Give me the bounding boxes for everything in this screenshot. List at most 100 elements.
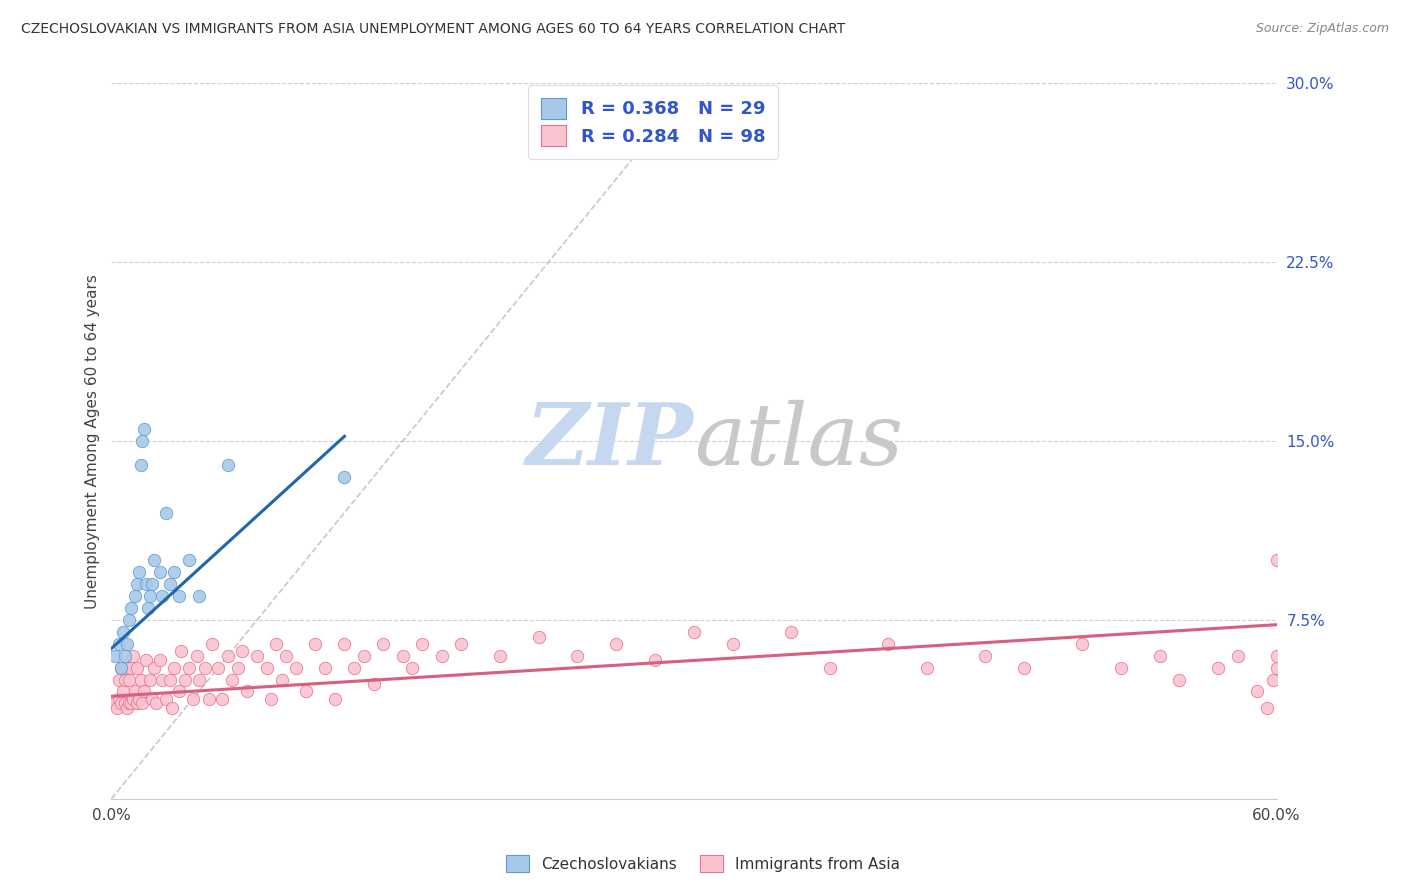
Point xyxy=(1012,660,1035,674)
Point xyxy=(104,697,127,711)
Point xyxy=(159,673,181,687)
Legend: Czechoslovakians, Immigrants from Asia: Czechoslovakians, Immigrants from Asia xyxy=(498,847,908,880)
Point xyxy=(1256,701,1278,715)
Point xyxy=(1265,660,1288,674)
Point xyxy=(120,601,142,615)
Point xyxy=(118,613,141,627)
Point xyxy=(177,660,200,674)
Point xyxy=(683,624,706,639)
Point xyxy=(246,648,269,663)
Point xyxy=(121,691,143,706)
Point xyxy=(143,660,166,674)
Point xyxy=(118,673,141,687)
Point xyxy=(124,684,146,698)
Point xyxy=(363,677,385,691)
Point xyxy=(131,434,153,449)
Point xyxy=(915,660,938,674)
Point xyxy=(162,566,184,580)
Point xyxy=(201,637,224,651)
Point xyxy=(221,673,243,687)
Point xyxy=(108,673,131,687)
Point xyxy=(129,673,152,687)
Point xyxy=(271,673,294,687)
Point xyxy=(110,660,132,674)
Point xyxy=(174,673,197,687)
Point xyxy=(343,660,366,674)
Point xyxy=(150,589,173,603)
Point xyxy=(114,648,136,663)
Point xyxy=(187,589,209,603)
Point xyxy=(1071,637,1094,651)
Point xyxy=(877,637,900,651)
Point xyxy=(186,648,208,663)
Point xyxy=(139,673,162,687)
Point xyxy=(488,648,510,663)
Point xyxy=(149,566,172,580)
Point xyxy=(353,648,375,663)
Point xyxy=(644,653,666,667)
Point xyxy=(605,637,627,651)
Point xyxy=(162,660,184,674)
Point xyxy=(135,577,157,591)
Point xyxy=(391,648,413,663)
Point xyxy=(197,691,219,706)
Point xyxy=(121,648,143,663)
Point xyxy=(129,458,152,472)
Text: CZECHOSLOVAKIAN VS IMMIGRANTS FROM ASIA UNEMPLOYMENT AMONG AGES 60 TO 64 YEARS C: CZECHOSLOVAKIAN VS IMMIGRANTS FROM ASIA … xyxy=(21,22,845,37)
Point xyxy=(181,691,204,706)
Point xyxy=(323,691,346,706)
Point xyxy=(187,673,209,687)
Point xyxy=(108,637,131,651)
Point xyxy=(1265,648,1288,663)
Point xyxy=(373,637,395,651)
Point xyxy=(135,653,157,667)
Text: Source: ZipAtlas.com: Source: ZipAtlas.com xyxy=(1256,22,1389,36)
Point xyxy=(128,691,150,706)
Point xyxy=(114,697,136,711)
Point xyxy=(149,653,172,667)
Point xyxy=(1265,553,1288,567)
Point xyxy=(527,630,550,644)
Point xyxy=(276,648,298,663)
Point xyxy=(141,577,163,591)
Point xyxy=(1261,673,1284,687)
Point xyxy=(125,577,148,591)
Point xyxy=(207,660,229,674)
Point xyxy=(1206,660,1229,674)
Point xyxy=(430,648,453,663)
Point xyxy=(177,553,200,567)
Point xyxy=(169,589,191,603)
Point xyxy=(134,684,156,698)
Point xyxy=(104,648,127,663)
Point xyxy=(450,637,472,651)
Point xyxy=(1246,684,1268,698)
Point xyxy=(155,691,177,706)
Point xyxy=(974,648,997,663)
Point xyxy=(411,637,433,651)
Point xyxy=(217,648,239,663)
Point xyxy=(112,684,135,698)
Point xyxy=(304,637,326,651)
Point xyxy=(284,660,307,674)
Point xyxy=(110,660,132,674)
Point xyxy=(143,553,166,567)
Legend: R = 0.368   N = 29, R = 0.284   N = 98: R = 0.368 N = 29, R = 0.284 N = 98 xyxy=(529,86,778,159)
Point xyxy=(155,506,177,520)
Point xyxy=(124,589,146,603)
Point xyxy=(160,701,183,715)
Y-axis label: Unemployment Among Ages 60 to 64 years: Unemployment Among Ages 60 to 64 years xyxy=(86,274,100,608)
Point xyxy=(226,660,249,674)
Point xyxy=(159,577,181,591)
Point xyxy=(169,684,191,698)
Point xyxy=(1168,673,1191,687)
Point xyxy=(112,624,135,639)
Point xyxy=(266,637,288,651)
Point xyxy=(141,691,163,706)
Point xyxy=(721,637,744,651)
Point xyxy=(139,589,162,603)
Point xyxy=(211,691,233,706)
Point xyxy=(217,458,239,472)
Point xyxy=(145,697,167,711)
Point xyxy=(333,637,356,651)
Point xyxy=(314,660,336,674)
